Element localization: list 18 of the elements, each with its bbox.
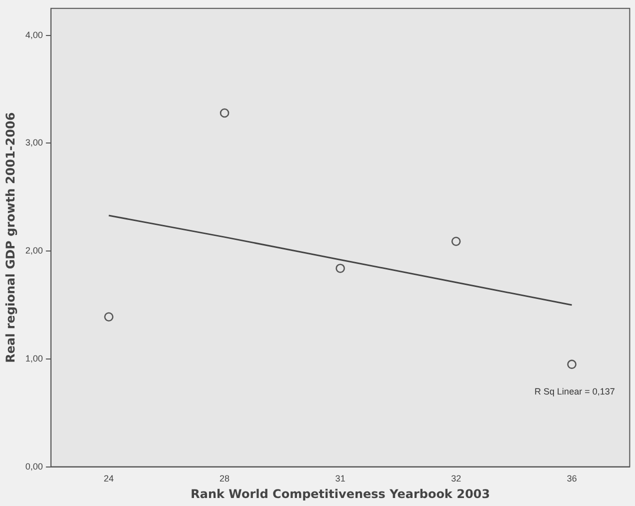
x-tick-label: 32 bbox=[451, 474, 462, 484]
y-tick-label: 3,00 bbox=[25, 138, 43, 148]
y-tick-label: 1,00 bbox=[25, 353, 43, 364]
x-tick-label: 24 bbox=[104, 474, 114, 484]
y-axis-title: Real regional GDP growth 2001-2006 bbox=[3, 112, 18, 363]
x-tick-label: 28 bbox=[220, 474, 230, 484]
point bbox=[220, 108, 230, 118]
point bbox=[567, 360, 576, 369]
x-tick-label: 31 bbox=[335, 474, 346, 484]
x-axis-title: Rank World Competitiveness Yearbook 2003 bbox=[190, 486, 490, 501]
point bbox=[336, 264, 345, 273]
annotation: R Sq Linear = 0,137 bbox=[534, 386, 615, 396]
point bbox=[104, 312, 114, 322]
point bbox=[451, 236, 461, 246]
x-tick-label: 36 bbox=[566, 474, 577, 484]
y-tick-label: 4,00 bbox=[25, 30, 43, 40]
y-tick-label: 0,00 bbox=[25, 461, 43, 472]
y-tick-label: 2,00 bbox=[25, 246, 43, 256]
